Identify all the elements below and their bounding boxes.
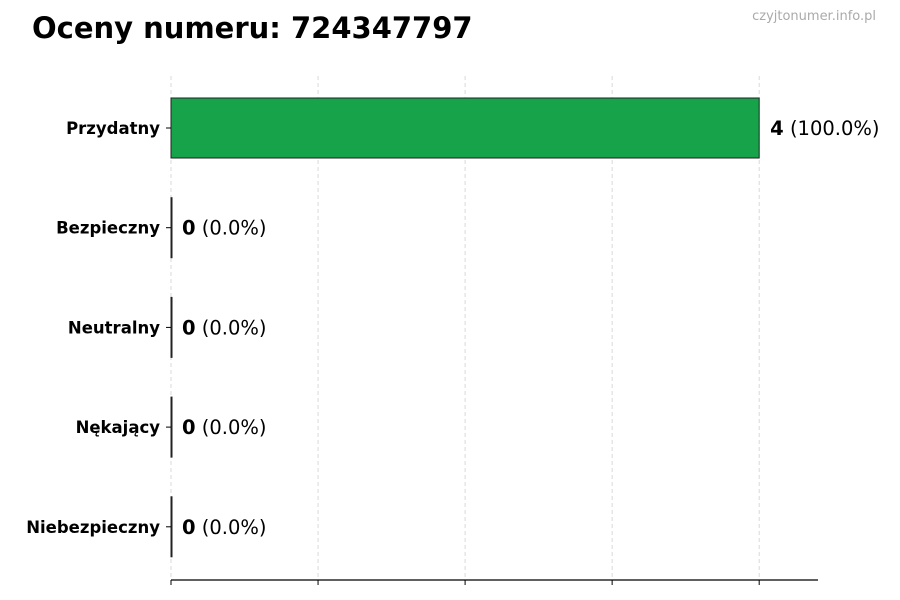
value-label: 0 (0.0%) xyxy=(182,316,267,339)
bar-bezpieczny xyxy=(170,197,173,259)
category-label: Niebezpieczny xyxy=(26,518,160,537)
value-percent: (100.0%) xyxy=(784,117,880,140)
category-label: Neutralny xyxy=(68,318,160,337)
value-count: 0 xyxy=(182,316,196,339)
value-count: 4 xyxy=(770,117,784,140)
value-label: 0 (0.0%) xyxy=(182,416,267,439)
chart-title: Oceny numeru: 724347797 xyxy=(32,11,473,45)
value-percent: (0.0%) xyxy=(196,416,267,439)
bar-niebezpieczny xyxy=(170,496,173,558)
value-percent: (0.0%) xyxy=(196,516,267,539)
value-count: 0 xyxy=(182,416,196,439)
value-label: 0 (0.0%) xyxy=(182,217,267,240)
value-percent: (0.0%) xyxy=(196,316,267,339)
category-label: Bezpieczny xyxy=(56,219,160,238)
bar-neutralny xyxy=(170,296,173,358)
value-count: 0 xyxy=(182,217,196,240)
value-label: 0 (0.0%) xyxy=(182,516,267,539)
value-count: 0 xyxy=(182,516,196,539)
value-percent: (0.0%) xyxy=(196,217,267,240)
category-label: Nękający xyxy=(76,418,161,437)
watermark: czyjtonumer.info.pl xyxy=(752,9,876,24)
value-label: 4 (100.0%) xyxy=(770,117,879,140)
bar-nękający xyxy=(170,396,173,458)
bar-przydatny xyxy=(170,97,760,159)
category-label: Przydatny xyxy=(66,119,160,138)
